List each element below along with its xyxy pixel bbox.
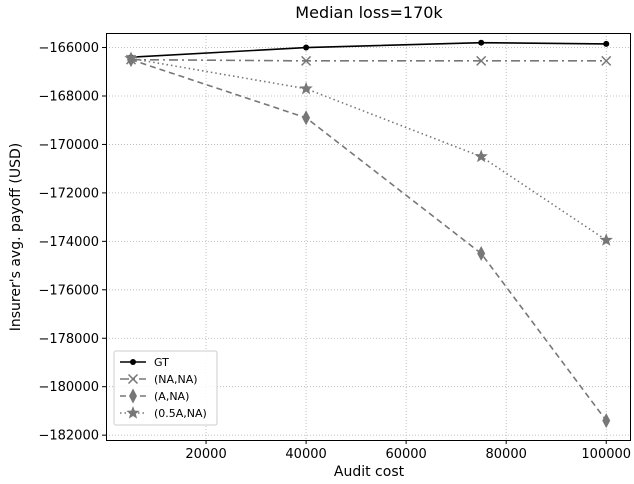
legend: GT (NA,NA) (A,NA) (0.5A,NA) <box>113 350 218 426</box>
data-point <box>601 55 612 66</box>
legend-label: GT <box>154 356 169 369</box>
marker-stroke <box>476 55 487 66</box>
data-point <box>303 44 310 51</box>
legend-marker <box>130 359 136 365</box>
series-layer <box>124 39 613 429</box>
data-point <box>478 39 485 46</box>
data-point <box>599 233 613 246</box>
series-line <box>130 41 607 59</box>
data-point <box>302 110 311 126</box>
data-point <box>301 55 312 66</box>
legend-box <box>113 350 218 426</box>
chart-title: Median loss=170k <box>295 3 443 22</box>
data-point <box>476 55 487 66</box>
data-point <box>124 51 138 65</box>
y-tick-label: −176000 <box>38 283 99 298</box>
legend-label: (A,NA) <box>154 390 189 403</box>
y-tick-label: −182000 <box>38 429 99 444</box>
y-tick-label: −180000 <box>38 380 99 395</box>
legend-marker <box>129 388 137 404</box>
series-line <box>131 58 607 62</box>
data-point <box>299 81 313 95</box>
data-point <box>602 413 611 429</box>
axes-layer: 20000 40000 60000 80000 100000 −166000 −168000… <box>38 41 631 462</box>
y-axis-label: Insurer's avg. payoff (USD) <box>8 143 24 331</box>
y-tick-label: −168000 <box>38 89 99 104</box>
data-point <box>474 149 488 163</box>
marker-stroke <box>601 55 612 66</box>
y-tick-label: −172000 <box>38 186 99 201</box>
x-tick-label: 40000 <box>285 447 326 462</box>
plot-frame <box>106 33 631 441</box>
y-tick-label: −178000 <box>38 332 99 347</box>
y-tick-label: −174000 <box>38 235 99 250</box>
marker-stroke <box>127 373 139 385</box>
data-point <box>603 40 610 47</box>
data-point <box>477 245 486 261</box>
legend-marker <box>127 373 139 385</box>
y-tick-label: −166000 <box>38 41 99 56</box>
x-tick-label: 60000 <box>385 447 426 462</box>
legend-label: (0.5A,NA) <box>154 407 207 420</box>
x-tick-label: 100000 <box>581 447 631 462</box>
legend-label: (NA,NA) <box>154 373 198 386</box>
y-tick-label: −170000 <box>38 138 99 153</box>
series-line <box>130 58 607 422</box>
x-tick-label: 20000 <box>185 447 226 462</box>
x-axis-label: Audit cost <box>334 464 405 480</box>
marker-stroke <box>301 55 312 66</box>
x-tick-label: 80000 <box>486 447 527 462</box>
legend-marker <box>126 406 140 419</box>
